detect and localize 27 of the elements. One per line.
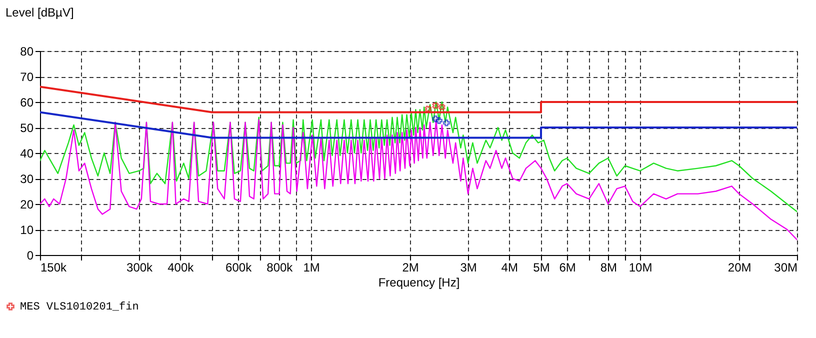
x-tick-label: 150k <box>40 260 68 274</box>
x-tick-label: 800k <box>266 260 294 274</box>
y-tick-label: 80 <box>20 44 34 58</box>
x-tick-label: 300k <box>126 260 154 274</box>
y-tick-label: 10 <box>20 223 34 237</box>
y-axis-title: Level [dBµV] <box>6 6 74 20</box>
y-tick-label: 50 <box>20 121 34 135</box>
y-tick-label: 30 <box>20 172 34 186</box>
x-tick-label: 4M <box>501 260 518 274</box>
y-tick-label: 60 <box>20 96 34 110</box>
x-tick-label: 1M <box>303 260 320 274</box>
y-tick-label: 70 <box>20 70 34 84</box>
x-tick-label: 3M <box>460 260 477 274</box>
x-axis-title: Frequency [Hz] <box>378 276 460 290</box>
x-tick-label: 6M <box>559 260 576 274</box>
x-tick-label: 600k <box>226 260 253 274</box>
x-tick-label: 400k <box>168 260 195 274</box>
y-tick-label: 40 <box>20 146 34 160</box>
y-tick-label: 20 <box>20 198 34 212</box>
x-tick-label: 20M <box>728 260 752 274</box>
x-tick-label: 8M <box>600 260 617 274</box>
x-tick-label: 10M <box>628 260 652 274</box>
y-tick-label: 0 <box>26 248 34 262</box>
x-tick-label: 2M <box>402 260 419 274</box>
x-tick-label: 5M <box>533 260 550 274</box>
x-tick-label: 30M <box>774 260 798 274</box>
legend-label: MES VLS1010201_fin <box>20 302 139 314</box>
